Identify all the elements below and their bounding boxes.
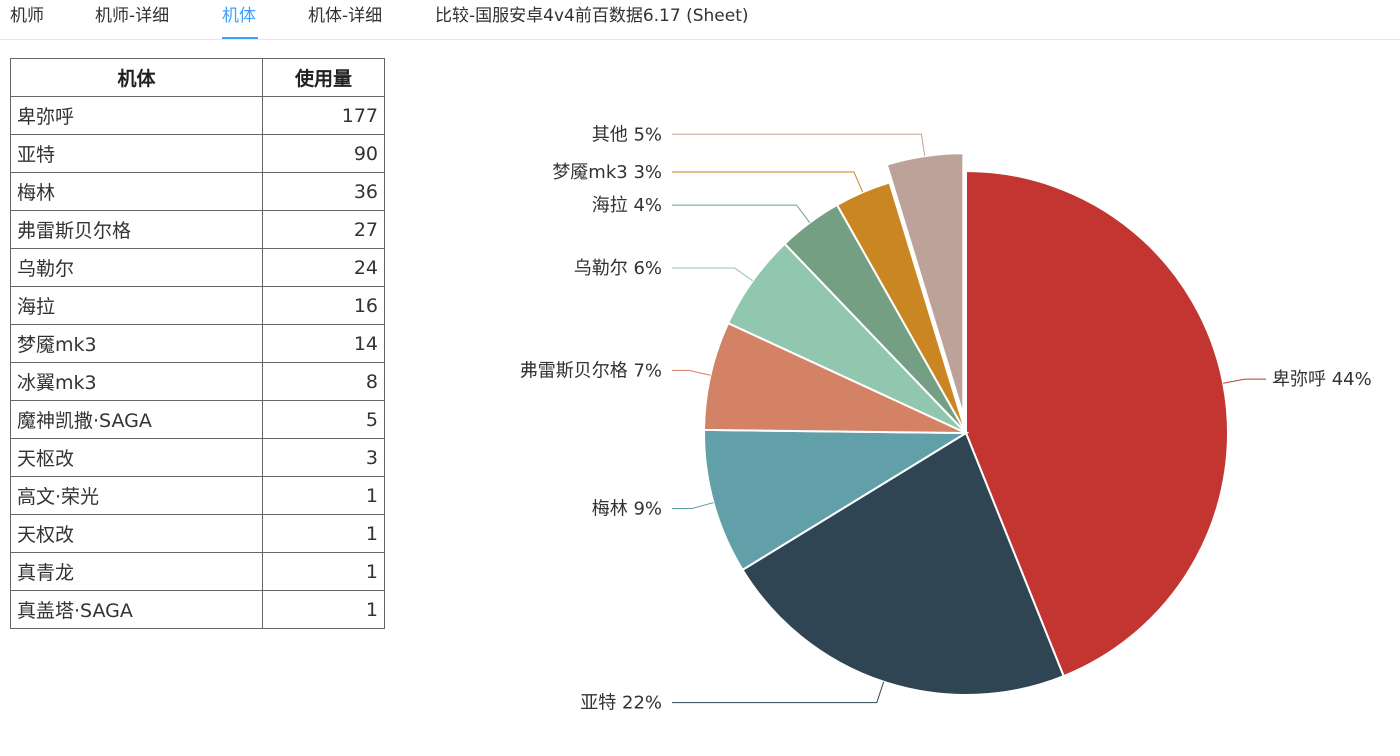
usage-count-cell: 3 [262, 438, 385, 477]
table-row: 冰翼mk3 8 [10, 362, 385, 401]
mecha-usage-table: 机体 使用量 卑弥呼 177 亚特 90 梅林 36 弗雷斯贝尔格 27 乌勒尔 24 海… [10, 58, 385, 629]
table-row: 真青龙 1 [10, 552, 385, 591]
tab-bar: 机师 机师-详细 机体 机体-详细 比较-国服安卓4v4前百数据6.17 (Sh… [0, 0, 1400, 40]
tab-pilot[interactable]: 机师 [10, 6, 44, 26]
usage-count-cell: 24 [262, 248, 385, 287]
mecha-name-cell: 乌勒尔 [10, 248, 263, 287]
pie-slice-label: 海拉 4% [592, 195, 662, 216]
mecha-name-cell: 天权改 [10, 514, 263, 553]
pie-slice-label: 卑弥呼 44% [1272, 369, 1372, 390]
column-header-usage: 使用量 [262, 58, 385, 97]
table-row: 弗雷斯贝尔格 27 [10, 210, 385, 249]
pie-label-line [672, 267, 754, 282]
usage-count-cell: 177 [262, 96, 385, 135]
table-row: 乌勒尔 24 [10, 248, 385, 287]
table-row: 海拉 16 [10, 286, 385, 325]
mecha-name-cell: 天枢改 [10, 438, 263, 477]
mecha-name-cell: 弗雷斯贝尔格 [10, 210, 263, 249]
pie-slice[interactable] [703, 321, 967, 434]
usage-count-cell: 14 [262, 324, 385, 363]
mecha-name-cell: 亚特 [10, 134, 263, 173]
usage-count-cell: 36 [262, 172, 385, 211]
table-row: 亚特 90 [10, 134, 385, 173]
pie-label-line [672, 502, 714, 509]
tab-mecha[interactable]: 机体 [222, 6, 256, 26]
pie-label-line [672, 171, 864, 193]
pie-slice-label: 乌勒尔 6% [574, 258, 662, 279]
table-row: 梅林 36 [10, 172, 385, 211]
table-row: 天权改 1 [10, 514, 385, 553]
pie-slice-label: 亚特 22% [580, 693, 662, 714]
tab-compare-sheet[interactable]: 比较-国服安卓4v4前百数据6.17 (Sheet) [435, 6, 749, 26]
table-row: 梦魇mk3 14 [10, 324, 385, 363]
tab-mecha-detail[interactable]: 机体-详细 [308, 6, 383, 26]
pie-slice[interactable] [835, 181, 967, 434]
pie-slice[interactable] [965, 169, 1229, 678]
table-row: 天枢改 3 [10, 438, 385, 477]
usage-count-cell: 16 [262, 286, 385, 325]
pie-slice-label: 其他 5% [592, 124, 662, 145]
usage-count-cell: 90 [262, 134, 385, 173]
mecha-name-cell: 魔神凯撒·SAGA [10, 400, 263, 439]
usage-count-cell: 5 [262, 400, 385, 439]
mecha-name-cell: 冰翼mk3 [10, 362, 263, 401]
pie-label-line [1223, 378, 1266, 384]
pie-slice-label: 梅林 9% [592, 498, 662, 519]
mecha-name-cell: 真青龙 [10, 552, 263, 591]
tab-pilot-detail[interactable]: 机师-详细 [95, 6, 170, 26]
active-tab-indicator [222, 37, 258, 39]
pie-slice-label: 弗雷斯贝尔格 7% [520, 360, 662, 381]
usage-count-cell: 1 [262, 590, 385, 629]
column-header-mecha: 机体 [10, 58, 263, 97]
pie-label-line [672, 204, 811, 224]
pie-slice-label: 梦魇mk3 3% [552, 162, 662, 183]
pie-slice[interactable] [741, 431, 1065, 696]
pie-label-line [672, 133, 926, 157]
pie-slice[interactable] [703, 428, 970, 572]
table-row: 魔神凯撒·SAGA 5 [10, 400, 385, 439]
pie-slice[interactable] [885, 152, 965, 416]
mecha-name-cell: 梦魇mk3 [10, 324, 263, 363]
mecha-name-cell: 海拉 [10, 286, 263, 325]
table-header-row: 机体 使用量 [10, 58, 385, 97]
pie-label-line [672, 369, 711, 376]
usage-count-cell: 27 [262, 210, 385, 249]
usage-count-cell: 1 [262, 552, 385, 591]
table-row: 真盖塔·SAGA 1 [10, 590, 385, 629]
pie-label-line [672, 681, 885, 704]
